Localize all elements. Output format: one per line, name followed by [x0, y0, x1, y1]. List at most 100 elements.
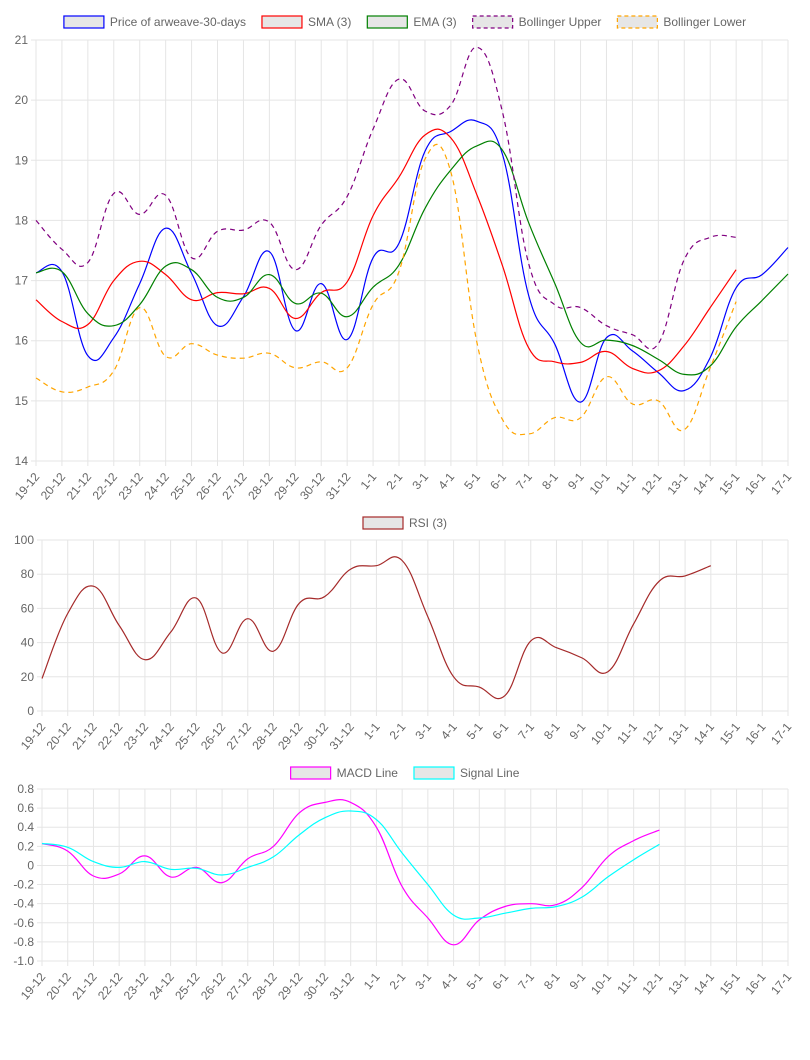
x-tick-label: 3-1 — [412, 720, 434, 743]
x-tick-label: 26-12 — [193, 470, 224, 503]
series-line-rsi-3 — [41, 556, 712, 700]
x-tick-label: 5-1 — [464, 720, 486, 743]
x-tick-label: 27-12 — [224, 720, 255, 753]
legend-label: SMA (3) — [308, 15, 351, 29]
x-tick-label: 19-12 — [18, 970, 49, 1003]
legend: MACD Line Signal Line — [290, 766, 520, 780]
x-tick-label: 15-1 — [716, 470, 742, 498]
x-tick-label: 7-1 — [515, 970, 537, 993]
x-tick-label: 16-1 — [742, 970, 768, 998]
y-tick-label: 0 — [27, 858, 34, 872]
series-line-sma-3 — [35, 128, 737, 374]
x-tick-label: 7-1 — [515, 720, 537, 743]
x-tick-label: 22-12 — [95, 970, 126, 1003]
x-tick-label: 15-1 — [717, 970, 743, 998]
x-tick-label: 27-12 — [224, 970, 255, 1003]
legend: RSI (3) — [362, 516, 447, 530]
grid — [37, 788, 789, 966]
x-tick-label: 25-12 — [172, 720, 203, 753]
x-tick-label: 8-1 — [541, 970, 563, 993]
legend-swatch — [362, 516, 404, 530]
x-tick-label: 22-12 — [90, 470, 121, 503]
y-tick-label: 0.8 — [17, 782, 34, 796]
macd-chart: 0.8 0.6 0.4 0.2 0 -0.2 -0.4 -0.6 -0.8 -1.0 19-1220… — [13, 766, 794, 1003]
x-tick-label: 31-12 — [323, 470, 354, 503]
x-tick-label: 21-12 — [64, 470, 95, 503]
legend-swatch — [366, 15, 408, 29]
x-tick-label: 14-1 — [691, 970, 717, 998]
y-tick-label: 20 — [15, 93, 29, 107]
legend-swatch — [290, 766, 332, 780]
legend-item: Bollinger Upper — [472, 15, 601, 29]
y-tick-label: 0.2 — [17, 839, 34, 853]
x-tick-label: 6-1 — [489, 970, 511, 993]
x-tick-label: 9-1 — [567, 720, 589, 743]
x-tick-label: 5-1 — [464, 970, 486, 993]
x-tick-label: 4-1 — [438, 720, 460, 743]
rsi-chart: 0 20 40 60 80 100 19-1220-1221-1222-1223-1224-… — [14, 516, 795, 753]
x-tick-label: 16-1 — [742, 470, 768, 498]
y-tick-label: -0.2 — [13, 878, 34, 892]
legend: Price of arweave-30-days SMA (3) EMA (3) Bo… — [63, 15, 746, 29]
y-tick-label: 100 — [14, 533, 34, 547]
y-tick-label: 14 — [15, 454, 29, 468]
x-tick-label: 24-12 — [146, 720, 177, 753]
x-tick-label: 29-12 — [271, 470, 302, 503]
x-tick-label: 28-12 — [245, 470, 276, 503]
series-line-bollinger-upper — [35, 46, 737, 350]
x-tick-label: 26-12 — [198, 970, 229, 1003]
x-tick-label: 19-12 — [12, 470, 43, 503]
grid — [37, 539, 789, 716]
x-tick-label: 1-1 — [361, 720, 383, 743]
x-tick-label: 29-12 — [275, 970, 306, 1003]
x-tick-label: 11-1 — [614, 970, 640, 997]
y-tick-label: 60 — [21, 601, 35, 615]
legend-label: Signal Line — [460, 766, 520, 780]
legend-item: Price of arweave-30-days — [63, 15, 246, 29]
x-tick-label: 28-12 — [249, 970, 280, 1003]
legend-item: EMA (3) — [366, 15, 457, 29]
x-tick-label: 23-12 — [121, 970, 152, 1003]
x-tick-label: 8-1 — [541, 720, 563, 743]
x-tick-label: 20-12 — [44, 970, 75, 1003]
x-tick-label: 30-12 — [301, 970, 332, 1003]
x-tick-label: 2-1 — [387, 970, 409, 993]
x-tick-label: 2-1 — [387, 720, 409, 743]
y-tick-label: 21 — [15, 33, 29, 47]
y-tick-label: 20 — [21, 670, 35, 684]
y-tick-label: 15 — [15, 394, 29, 408]
x-tick-label: 1-1 — [361, 970, 383, 993]
legend-item: MACD Line — [290, 766, 398, 780]
x-tick-label: 3-1 — [412, 970, 434, 993]
x-tick-label: 10-1 — [588, 720, 614, 748]
x-tick-label: 13-1 — [664, 470, 690, 498]
x-tick-label: 4-1 — [438, 970, 460, 993]
x-tick-label: 31-12 — [327, 720, 358, 753]
x-tick-label: 29-12 — [275, 720, 306, 753]
x-tick-label: 16-1 — [742, 720, 768, 748]
x-tick-label: 10-1 — [588, 970, 614, 998]
series-line-signal-line — [41, 810, 660, 920]
x-tick-label: 30-12 — [301, 720, 332, 753]
x-tick-label: 25-12 — [167, 470, 198, 503]
x-tick-label: 12-1 — [638, 470, 664, 498]
legend-swatch — [472, 15, 514, 29]
x-tick-label: 27-12 — [219, 470, 250, 503]
x-tick-label: 17-1 — [768, 720, 794, 748]
y-tick-label: 0.4 — [17, 820, 34, 834]
legend-label: Price of arweave-30-days — [110, 15, 246, 29]
x-tick-label: 24-12 — [141, 470, 172, 503]
x-tick-label: 14-1 — [690, 470, 716, 498]
x-tick-label: 11-1 — [613, 470, 639, 497]
x-tick-label: 21-12 — [69, 720, 100, 753]
y-tick-label: 19 — [15, 153, 29, 167]
y-tick-label: -0.8 — [13, 935, 34, 949]
legend-label: Bollinger Lower — [663, 15, 746, 29]
x-tick-label: 23-12 — [116, 470, 147, 503]
x-tick-label: 24-12 — [146, 970, 177, 1003]
legend-item: Bollinger Lower — [616, 15, 746, 29]
x-tick-label: 20-12 — [38, 470, 69, 503]
y-tick-label: -0.4 — [13, 897, 34, 911]
x-tick-label: 12-1 — [640, 720, 666, 748]
x-tick-label: 23-12 — [121, 720, 152, 753]
